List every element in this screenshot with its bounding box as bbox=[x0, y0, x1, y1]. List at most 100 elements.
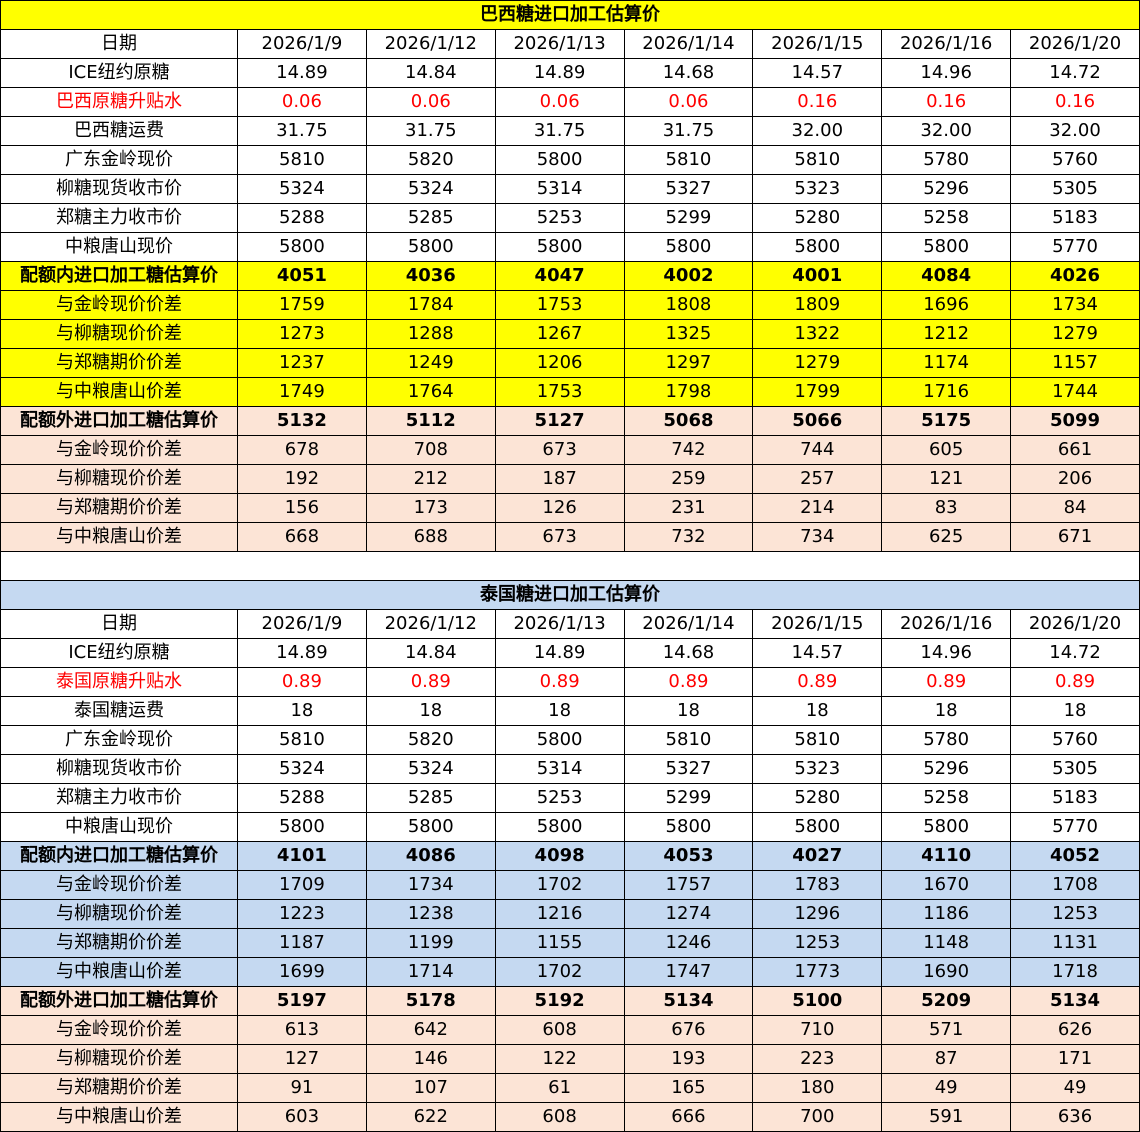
value-cell[interactable]: 4086 bbox=[365, 841, 496, 871]
value-cell[interactable]: 5192 bbox=[494, 986, 625, 1016]
value-cell[interactable]: 1296 bbox=[752, 899, 883, 929]
value-cell[interactable]: 14.89 bbox=[494, 638, 625, 668]
value-cell[interactable]: 700 bbox=[752, 1102, 883, 1132]
date-header-cell[interactable]: 2026/1/9 bbox=[237, 609, 367, 639]
row-label-cell[interactable]: 与金岭现价价差 bbox=[0, 435, 238, 465]
value-cell[interactable]: 0.06 bbox=[494, 87, 625, 117]
value-cell[interactable]: 1784 bbox=[365, 290, 496, 320]
value-cell[interactable]: 1279 bbox=[752, 348, 883, 378]
value-cell[interactable]: 122 bbox=[494, 1044, 625, 1074]
value-cell[interactable]: 49 bbox=[1010, 1073, 1140, 1103]
value-cell[interactable]: 5800 bbox=[494, 232, 625, 262]
value-cell[interactable]: 5296 bbox=[881, 754, 1012, 784]
value-cell[interactable]: 4101 bbox=[237, 841, 367, 871]
value-cell[interactable]: 0.89 bbox=[365, 667, 496, 697]
value-cell[interactable]: 14.72 bbox=[1010, 638, 1140, 668]
value-cell[interactable]: 5132 bbox=[237, 406, 367, 436]
value-cell[interactable]: 193 bbox=[623, 1044, 754, 1074]
value-cell[interactable]: 744 bbox=[752, 435, 883, 465]
value-cell[interactable]: 1325 bbox=[623, 319, 754, 349]
thai-table-title[interactable]: 泰国糖进口加工估算价 bbox=[0, 580, 1140, 610]
value-cell[interactable]: 83 bbox=[881, 493, 1012, 523]
value-cell[interactable]: 0.16 bbox=[1010, 87, 1140, 117]
date-header-cell[interactable]: 2026/1/12 bbox=[365, 29, 496, 59]
value-cell[interactable]: 571 bbox=[881, 1015, 1012, 1045]
value-cell[interactable]: 1747 bbox=[623, 957, 754, 987]
value-cell[interactable]: 676 bbox=[623, 1015, 754, 1045]
row-label-cell[interactable]: ICE纽约原糖 bbox=[0, 638, 238, 668]
value-cell[interactable]: 14.96 bbox=[881, 58, 1012, 88]
value-cell[interactable]: 1223 bbox=[237, 899, 367, 929]
value-cell[interactable]: 1131 bbox=[1010, 928, 1140, 958]
value-cell[interactable]: 1273 bbox=[237, 319, 367, 349]
value-cell[interactable]: 1174 bbox=[881, 348, 1012, 378]
value-cell[interactable]: 5820 bbox=[365, 145, 496, 175]
value-cell[interactable]: 1764 bbox=[365, 377, 496, 407]
value-cell[interactable]: 5324 bbox=[237, 754, 367, 784]
row-label-cell[interactable]: 与中粮唐山价差 bbox=[0, 957, 238, 987]
value-cell[interactable]: 49 bbox=[881, 1073, 1012, 1103]
value-cell[interactable]: 61 bbox=[494, 1073, 625, 1103]
row-label-cell[interactable]: 与中粮唐山价差 bbox=[0, 522, 238, 552]
value-cell[interactable]: 192 bbox=[237, 464, 367, 494]
value-cell[interactable]: 1753 bbox=[494, 377, 625, 407]
value-cell[interactable]: 5314 bbox=[494, 174, 625, 204]
value-cell[interactable]: 1237 bbox=[237, 348, 367, 378]
value-cell[interactable]: 14.84 bbox=[365, 638, 496, 668]
date-header-cell[interactable]: 2026/1/20 bbox=[1010, 609, 1140, 639]
value-cell[interactable]: 4053 bbox=[623, 841, 754, 871]
value-cell[interactable]: 1155 bbox=[494, 928, 625, 958]
value-cell[interactable]: 5100 bbox=[752, 986, 883, 1016]
value-cell[interactable]: 5127 bbox=[494, 406, 625, 436]
row-label-cell[interactable]: 郑糖主力收市价 bbox=[0, 203, 238, 233]
row-label-cell[interactable]: 与金岭现价价差 bbox=[0, 290, 238, 320]
value-cell[interactable]: 180 bbox=[752, 1073, 883, 1103]
value-cell[interactable]: 5068 bbox=[623, 406, 754, 436]
value-cell[interactable]: 223 bbox=[752, 1044, 883, 1074]
value-cell[interactable]: 1267 bbox=[494, 319, 625, 349]
value-cell[interactable]: 127 bbox=[237, 1044, 367, 1074]
brazil-table-title[interactable]: 巴西糖进口加工估算价 bbox=[0, 0, 1140, 30]
value-cell[interactable]: 1749 bbox=[237, 377, 367, 407]
value-cell[interactable]: 1808 bbox=[623, 290, 754, 320]
value-cell[interactable]: 5299 bbox=[623, 783, 754, 813]
value-cell[interactable]: 1199 bbox=[365, 928, 496, 958]
value-cell[interactable]: 5800 bbox=[494, 145, 625, 175]
value-cell[interactable]: 18 bbox=[881, 696, 1012, 726]
value-cell[interactable]: 84 bbox=[1010, 493, 1140, 523]
value-cell[interactable]: 1708 bbox=[1010, 870, 1140, 900]
value-cell[interactable]: 5280 bbox=[752, 203, 883, 233]
value-cell[interactable]: 5810 bbox=[623, 725, 754, 755]
value-cell[interactable]: 1696 bbox=[881, 290, 1012, 320]
value-cell[interactable]: 1253 bbox=[752, 928, 883, 958]
value-cell[interactable]: 4052 bbox=[1010, 841, 1140, 871]
value-cell[interactable]: 1798 bbox=[623, 377, 754, 407]
row-label-cell[interactable]: 与柳糖现价价差 bbox=[0, 899, 238, 929]
row-label-cell[interactable]: 巴西原糖升贴水 bbox=[0, 87, 238, 117]
value-cell[interactable]: 591 bbox=[881, 1102, 1012, 1132]
date-header-cell[interactable]: 2026/1/16 bbox=[881, 29, 1012, 59]
value-cell[interactable]: 32.00 bbox=[881, 116, 1012, 146]
value-cell[interactable]: 5324 bbox=[365, 754, 496, 784]
value-cell[interactable]: 678 bbox=[237, 435, 367, 465]
value-cell[interactable]: 5800 bbox=[623, 232, 754, 262]
value-cell[interactable]: 5285 bbox=[365, 203, 496, 233]
value-cell[interactable]: 14.57 bbox=[752, 58, 883, 88]
value-cell[interactable]: 5800 bbox=[881, 812, 1012, 842]
value-cell[interactable]: 0.06 bbox=[237, 87, 367, 117]
value-cell[interactable]: 4110 bbox=[881, 841, 1012, 871]
date-header-cell[interactable]: 2026/1/13 bbox=[494, 29, 625, 59]
value-cell[interactable]: 1753 bbox=[494, 290, 625, 320]
value-cell[interactable]: 1187 bbox=[237, 928, 367, 958]
value-cell[interactable]: 5099 bbox=[1010, 406, 1140, 436]
value-cell[interactable]: 18 bbox=[365, 696, 496, 726]
value-cell[interactable]: 14.89 bbox=[237, 58, 367, 88]
value-cell[interactable]: 1288 bbox=[365, 319, 496, 349]
row-label-cell[interactable]: 柳糖现货收市价 bbox=[0, 174, 238, 204]
value-cell[interactable]: 5780 bbox=[881, 145, 1012, 175]
value-cell[interactable]: 1734 bbox=[365, 870, 496, 900]
value-cell[interactable]: 5253 bbox=[494, 783, 625, 813]
value-cell[interactable]: 187 bbox=[494, 464, 625, 494]
value-cell[interactable]: 5175 bbox=[881, 406, 1012, 436]
value-cell[interactable]: 710 bbox=[752, 1015, 883, 1045]
